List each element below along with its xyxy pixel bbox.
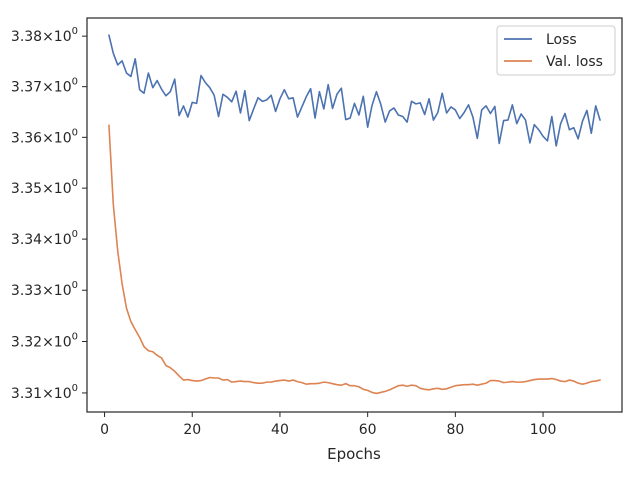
y-tick-label: 3.38×100 xyxy=(11,26,78,45)
x-tick-label: 40 xyxy=(271,422,289,438)
y-tick-label: 3.36×100 xyxy=(11,127,78,146)
x-tick-label: 20 xyxy=(183,422,201,438)
series-line-loss xyxy=(108,34,601,147)
y-tick-label: 3.34×100 xyxy=(11,229,78,248)
y-tick-label: 3.33×100 xyxy=(11,280,78,299)
y-axis: 3.31×100 3.32×100 3.33×100 3.34×100 3.35×100… xyxy=(11,26,87,402)
x-tick-label: 0 xyxy=(100,422,109,438)
legend: Loss Val. loss xyxy=(496,25,616,76)
x-tick-label: 60 xyxy=(359,422,377,438)
series-line-val-loss xyxy=(108,124,601,395)
x-tick-label: 100 xyxy=(530,422,557,438)
plot-frame xyxy=(86,17,623,413)
x-axis-title: Epochs xyxy=(327,445,381,463)
y-tick-label: 3.35×100 xyxy=(11,178,78,197)
y-tick-label: 3.31×100 xyxy=(11,383,78,402)
x-tick-label: 80 xyxy=(446,422,464,438)
legend-label-val-loss: Val. loss xyxy=(546,54,603,70)
x-axis: 0 20 40 60 80 100 xyxy=(100,412,556,438)
y-tick-label: 3.37×100 xyxy=(11,77,78,96)
y-tick-label: 3.32×100 xyxy=(11,332,78,351)
legend-label-loss: Loss xyxy=(546,32,577,48)
series-layer xyxy=(108,34,601,395)
